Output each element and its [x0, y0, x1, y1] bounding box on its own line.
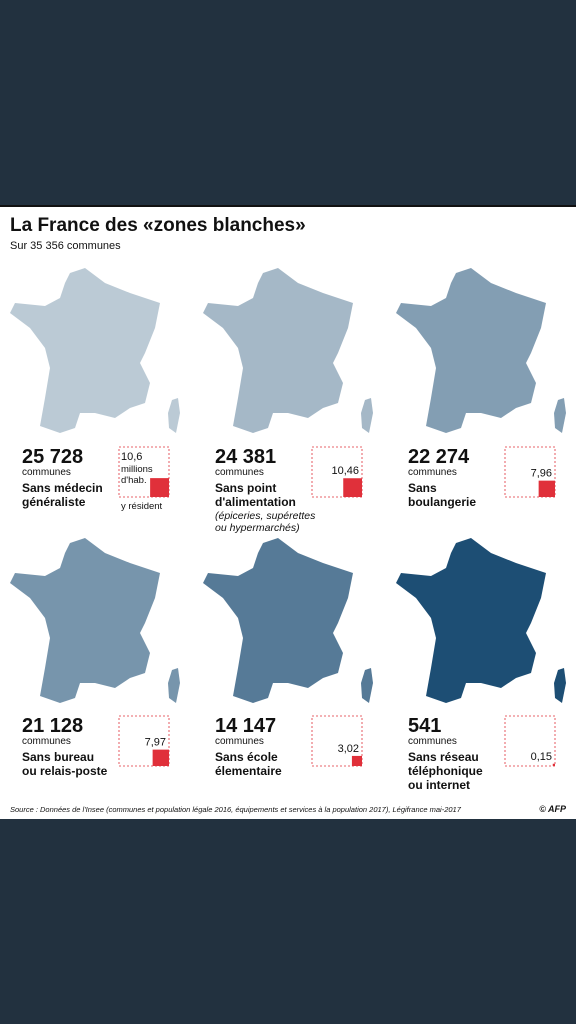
map-shape	[203, 268, 353, 433]
map-shape	[554, 398, 566, 433]
label: élementaire	[215, 764, 282, 778]
count: 541	[408, 715, 441, 737]
population-note: y résident	[121, 501, 163, 512]
count: 21 128	[22, 715, 83, 737]
france-map	[10, 268, 180, 433]
label: Sans école	[215, 750, 278, 764]
population-square	[150, 478, 169, 497]
unit: communes	[215, 467, 264, 478]
map-shape	[10, 538, 160, 703]
subtitle: Sur 35 356 communes	[10, 240, 121, 252]
label: Sans bureau	[22, 750, 94, 764]
count: 22 274	[408, 446, 470, 468]
label: Sans	[408, 481, 437, 495]
population-square	[538, 480, 555, 497]
map-shape	[10, 268, 160, 433]
france-map	[396, 538, 566, 703]
map-shape	[396, 538, 546, 703]
count: 24 381	[215, 446, 276, 468]
count: 25 728	[22, 446, 83, 468]
population-box	[504, 715, 556, 767]
label: généraliste	[22, 495, 86, 509]
unit: communes	[215, 736, 264, 747]
population-label: 7,97	[145, 737, 166, 749]
population-box	[311, 715, 363, 767]
population-square	[351, 755, 362, 766]
map-shape	[168, 398, 180, 433]
population-label: 7,96	[531, 468, 552, 480]
top-rule	[0, 205, 576, 207]
map-shape	[361, 668, 373, 703]
map-shape	[554, 668, 566, 703]
map-shape	[361, 398, 373, 433]
note: (épiceries, supérettes	[215, 510, 316, 522]
population-label: 0,15	[531, 751, 552, 763]
credit: © AFP	[539, 804, 567, 814]
label: Sans réseau	[408, 750, 479, 764]
france-map	[203, 538, 373, 703]
population-unit: d'hab.	[121, 475, 147, 486]
label: ou relais-poste	[22, 764, 108, 778]
source: Source : Données de l'Insee (communes et…	[10, 805, 462, 814]
label: d'alimentation	[215, 495, 296, 509]
france-map	[10, 538, 180, 703]
title: La France des «zones blanches»	[10, 215, 306, 236]
france-map	[203, 268, 373, 433]
population-box	[118, 446, 170, 498]
population-square	[343, 478, 362, 497]
population-box	[504, 446, 556, 498]
population-square	[552, 763, 555, 766]
unit: communes	[22, 736, 71, 747]
count: 14 147	[215, 715, 276, 737]
population-box	[311, 446, 363, 498]
unit: communes	[22, 467, 71, 478]
population-unit: millions	[121, 464, 153, 475]
map-shape	[203, 538, 353, 703]
label: téléphonique	[408, 764, 483, 778]
label: Sans point	[215, 481, 276, 495]
unit: communes	[408, 736, 457, 747]
map-shape	[396, 268, 546, 433]
map-shape	[168, 668, 180, 703]
label: boulangerie	[408, 495, 476, 509]
label: ou internet	[408, 778, 470, 792]
note: ou hypermarchés)	[215, 522, 300, 534]
population-label: 3,02	[338, 743, 359, 755]
population-label: 10,46	[331, 465, 359, 477]
population-label: 10,6	[121, 451, 142, 463]
label: Sans médecin	[22, 481, 103, 495]
population-box	[118, 715, 170, 767]
population-square	[152, 749, 169, 766]
unit: communes	[408, 467, 457, 478]
france-map	[396, 268, 566, 433]
